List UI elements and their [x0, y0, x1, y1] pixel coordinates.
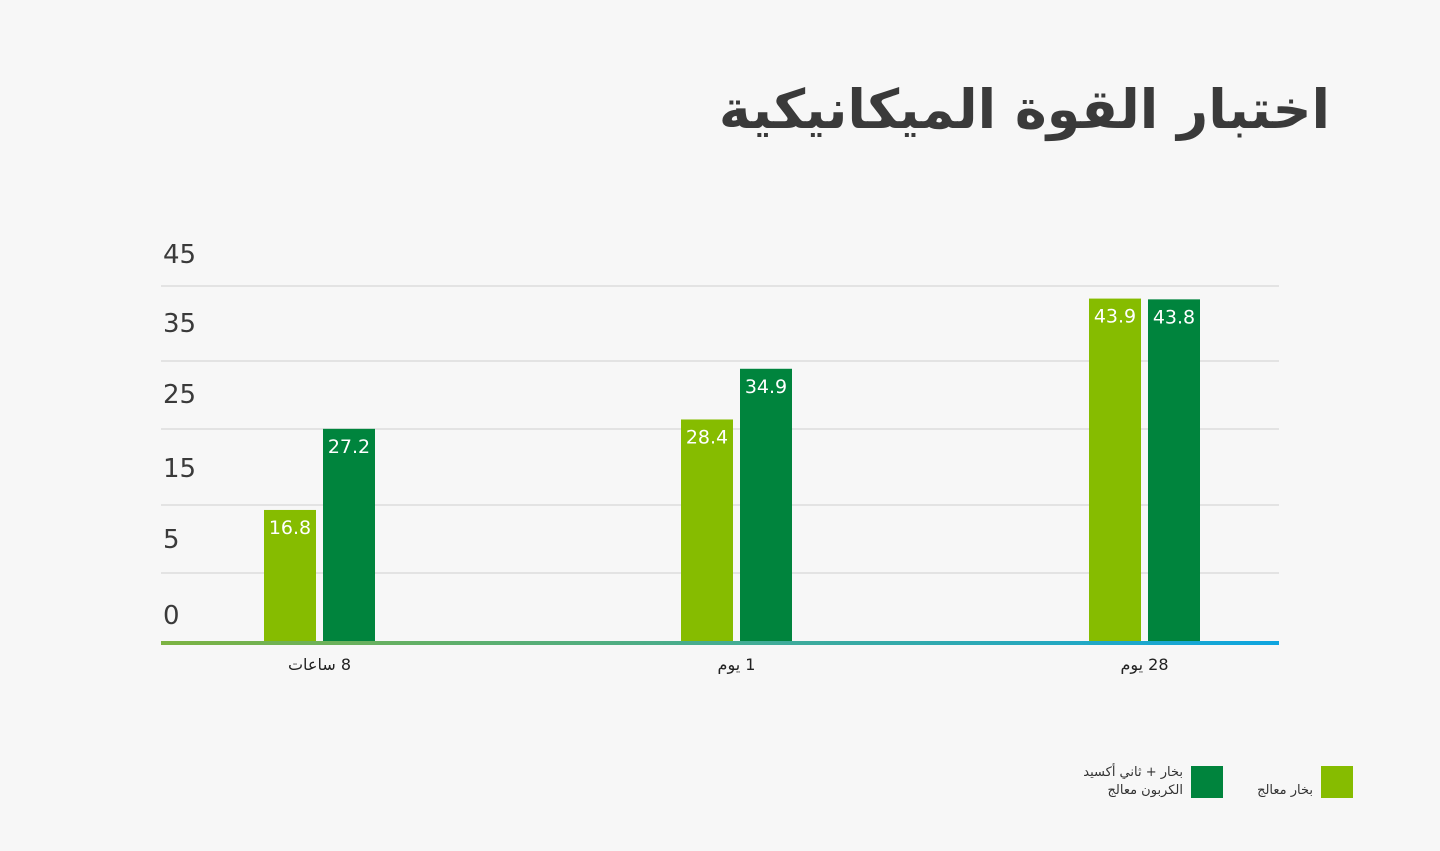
- legend-label-steam-co2-cured: بخار + ثاني أكسيد الكربون معالج: [1083, 764, 1183, 800]
- x-tick-label: 1 يوم: [718, 655, 756, 675]
- legend-swatch-steam-co2-cured: [1191, 766, 1223, 798]
- bar-value-label: 27.2: [328, 436, 370, 458]
- y-tick-label: 0: [163, 601, 180, 631]
- bar-value-label: 28.4: [686, 426, 728, 448]
- legend-label-line-2: الكربون معالج: [1107, 783, 1184, 798]
- legend-item-steam-cured: بخار معالج: [1257, 764, 1353, 800]
- bar-value-label: 34.9: [745, 376, 787, 398]
- legend-label-steam-cured: بخار معالج: [1257, 783, 1313, 798]
- legend-label-line-1: بخار + ثاني أكسيد: [1083, 765, 1183, 780]
- y-axis-ticks: 0 5 15 25 35 45: [163, 240, 196, 631]
- x-axis-ticks: 8 ساعات 1 يوم 28 يوم: [288, 655, 1169, 675]
- y-tick-label: 15: [163, 454, 196, 484]
- y-tick-label: 45: [163, 240, 196, 270]
- legend-swatch-steam-cured: [1321, 766, 1353, 798]
- legend-item-steam-co2-cured: بخار + ثاني أكسيد الكربون معالج: [1083, 764, 1223, 800]
- bar: [681, 419, 733, 641]
- x-tick-label: 8 ساعات: [288, 655, 351, 674]
- chart-title: اختبار القوة الميكانيكية: [718, 78, 1330, 141]
- bar-value-label: 43.8: [1153, 306, 1195, 328]
- y-tick-label: 5: [163, 525, 180, 555]
- bar: [264, 509, 316, 641]
- bar-value-label: 43.9: [1094, 306, 1136, 328]
- y-tick-label: 35: [163, 309, 196, 339]
- bar: [323, 428, 375, 641]
- bar-value-label: 16.8: [269, 517, 311, 539]
- bar: [1148, 299, 1200, 641]
- x-tick-label: 28 يوم: [1120, 655, 1168, 675]
- bar: [740, 368, 792, 641]
- bar: [1089, 298, 1141, 641]
- bars: 16.8 27.2 28.4 34.9 43.9 43.8: [264, 298, 1200, 641]
- y-tick-label: 25: [163, 380, 196, 410]
- x-axis-line: [161, 641, 1279, 645]
